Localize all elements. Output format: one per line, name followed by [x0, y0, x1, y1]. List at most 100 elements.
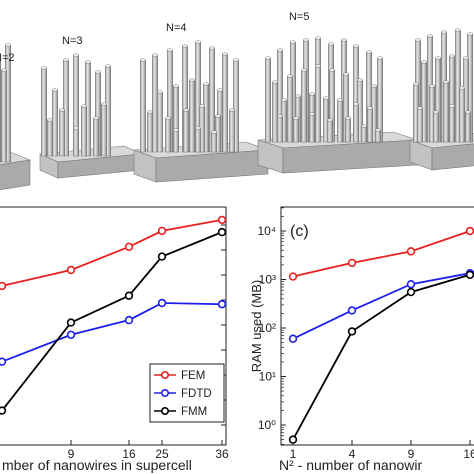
nanowire: [465, 111, 471, 143]
data-point-fdtd: [0, 357, 7, 366]
legend: FEM FDTD FMM: [149, 363, 225, 423]
nanowire: [301, 69, 307, 143]
data-point-fmm: [406, 287, 416, 297]
nanowire-top: [309, 92, 315, 96]
x-tick-label: 16: [463, 447, 474, 461]
nanowire: [183, 109, 189, 153]
nanowire: [173, 129, 179, 153]
nanowire: [41, 67, 47, 157]
nanowire-top: [427, 34, 433, 38]
nanowire: [140, 59, 146, 153]
nanowire: [59, 109, 65, 157]
nanowire-top: [417, 106, 423, 110]
nanowire: [189, 79, 195, 153]
nanowire: [52, 89, 58, 157]
nanowire-top: [272, 80, 278, 84]
nanowire-top: [222, 52, 228, 56]
nanowire: [222, 53, 228, 153]
nanowire-top: [301, 68, 307, 72]
x-tick-label: 4: [349, 447, 356, 461]
data-point-fem: [288, 272, 298, 281]
data-point-fmm: [66, 318, 76, 327]
label-n4: N=4: [166, 22, 187, 34]
nanowire-top: [433, 110, 439, 114]
nanowire-top: [95, 70, 101, 74]
data-point-fmm: [0, 406, 7, 415]
nanowire-top: [93, 116, 99, 120]
nanowire: [93, 117, 99, 157]
ram-chart: (c) 1 4 9 16 10⁰ 10¹ 10² 10³ 10⁴ RAM used (MB) N…: [249, 206, 474, 473]
nanowire-top: [366, 50, 372, 54]
x-tick-label: 9: [408, 447, 415, 461]
nanowire-top: [217, 88, 223, 92]
nanowire: [287, 75, 293, 143]
nanowire-top: [353, 102, 359, 106]
chart-c-frame: [280, 206, 474, 446]
nanowire-top: [465, 110, 471, 114]
data-point-fdtd: [288, 334, 298, 343]
x-tick-label: 36: [215, 447, 229, 461]
series-line-fem: [292, 230, 471, 278]
legend-label-fem: FEM: [181, 370, 205, 382]
nanowire: [345, 117, 351, 143]
nanowire: [417, 107, 423, 143]
nanowire-top: [165, 116, 171, 120]
y-tick-label: 10⁰: [258, 418, 276, 432]
nanowire: [165, 117, 171, 153]
series-line-fdtd: [1, 302, 223, 363]
data-point-fem: [465, 226, 474, 236]
chart-a-frame: [0, 206, 227, 446]
nanowire-top: [367, 106, 373, 110]
nanowire: [337, 99, 343, 143]
nanowire-top: [265, 56, 271, 60]
data-point-fmm: [288, 435, 298, 444]
nanowire: [367, 107, 373, 143]
nanowire-top: [459, 86, 465, 90]
nanowire-top: [189, 78, 195, 82]
nanowire-top: [295, 94, 301, 98]
nanowire: [449, 105, 455, 143]
nanowire: [443, 81, 449, 143]
nanowire-top: [5, 43, 11, 47]
legend-label-fmm: FMM: [181, 406, 207, 418]
nanowire: [101, 103, 107, 157]
label-n3: N=3: [62, 35, 83, 47]
nanowire-top: [209, 46, 215, 50]
series-line-fdtd: [292, 272, 471, 340]
nanowire-top: [421, 60, 427, 64]
nanowire: [211, 131, 217, 153]
nanowire-top: [377, 56, 383, 60]
nanowire-top: [215, 114, 221, 118]
nanowire-top: [211, 130, 217, 134]
nanowire-top: [353, 44, 359, 48]
nanowire-top: [449, 54, 455, 58]
chart-a-xlabel: mber of nanowires in supercell: [2, 457, 192, 473]
nanowire-top: [173, 128, 179, 132]
nanowire-top: [463, 56, 469, 60]
nanowire: [309, 113, 315, 143]
nanowire-top: [375, 128, 381, 132]
nanowire-top: [199, 104, 205, 108]
nanowire: [81, 105, 87, 157]
nanowire-top: [287, 74, 293, 78]
data-point-fmm: [217, 227, 226, 237]
nanowire: [459, 87, 465, 143]
nanowire-top: [63, 58, 69, 62]
nanowire-top: [413, 82, 419, 86]
structure-3: [133, 40, 269, 183]
panel-label-c: (c): [290, 223, 309, 240]
nanowire-top: [293, 116, 299, 120]
nanowire-top: [441, 30, 447, 34]
data-point-fmm: [124, 291, 134, 300]
block-front: [155, 149, 269, 183]
data-point-fem: [217, 215, 226, 225]
structure-2: [38, 53, 144, 179]
nanowire-top: [73, 53, 79, 57]
nanowire-top: [309, 112, 315, 116]
chart-c-ylabel: RAM used (MB): [249, 280, 264, 372]
nanowire-top: [233, 58, 239, 62]
nanowire-top: [183, 108, 189, 112]
nanowire-top: [290, 40, 296, 44]
nanowire: [327, 119, 333, 143]
